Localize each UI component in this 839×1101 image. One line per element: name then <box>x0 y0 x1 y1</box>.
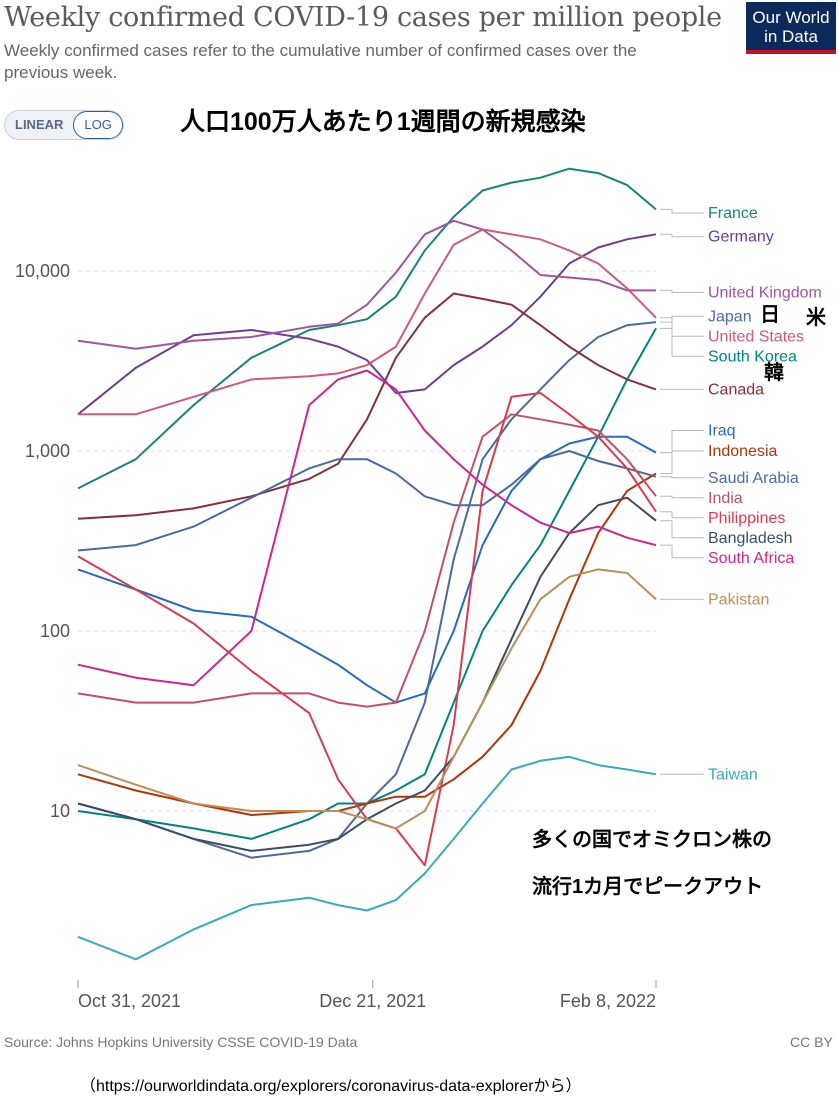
series-label[interactable]: South Korea <box>708 348 797 365</box>
us-annotation: 米 <box>806 307 826 329</box>
x-axis: Oct 31, 2021 Dec 21, 2021 Feb 8, 2022 <box>77 980 657 1011</box>
x-tick-label: Feb 8, 2022 <box>560 991 656 1011</box>
series-label[interactable]: India <box>708 490 743 507</box>
label-connector <box>660 327 704 357</box>
series-line-iraq[interactable] <box>77 435 657 704</box>
y-tick-label: 10 <box>50 801 70 821</box>
series-label[interactable]: United States <box>708 328 804 345</box>
label-connector <box>660 208 704 214</box>
series-line-indonesia[interactable] <box>77 472 657 816</box>
label-connector <box>660 520 704 539</box>
series-line-germany[interactable] <box>77 233 657 416</box>
label-connector <box>660 289 704 293</box>
series-label[interactable]: Germany <box>708 229 774 246</box>
label-connector <box>660 315 704 323</box>
series-label[interactable]: South Africa <box>708 550 794 567</box>
series-label[interactable]: France <box>708 205 758 222</box>
series-line-saudi-arabia[interactable] <box>77 450 657 552</box>
series-line-south-africa[interactable] <box>77 369 657 687</box>
series-line-india[interactable] <box>77 413 657 708</box>
owid-logo[interactable]: Our World in Data <box>746 2 836 54</box>
series-line-taiwan[interactable] <box>77 755 657 961</box>
omicron-note-line-1: 多くの国でオミクロン株の <box>532 829 772 851</box>
series-line-pakistan[interactable] <box>77 568 657 830</box>
y-tick-label: 1,000 <box>25 441 70 461</box>
label-connector <box>660 476 704 479</box>
x-tick-label: Dec 21, 2021 <box>319 991 426 1011</box>
label-connector <box>660 495 704 499</box>
series-label[interactable]: Philippines <box>708 510 785 527</box>
series-lines <box>77 167 657 961</box>
y-tick-label: 100 <box>40 621 70 641</box>
y-tick-label: 10,000 <box>15 261 70 281</box>
grid-lines <box>78 270 656 812</box>
series-label[interactable]: Indonesia <box>708 443 777 460</box>
series-line-south-korea[interactable] <box>77 327 657 840</box>
japan-annotation: 日 <box>760 304 780 326</box>
series-labels: France Germany United Kingdom Japan United S… <box>660 205 822 783</box>
series-label[interactable]: Saudi Arabia <box>708 470 799 487</box>
series-line-france[interactable] <box>77 167 657 490</box>
source-note[interactable]: Source: Johns Hopkins University CSSE CO… <box>4 1034 358 1050</box>
label-connector <box>660 511 704 519</box>
series-label[interactable]: United Kingdom <box>708 284 822 301</box>
series-label[interactable]: Pakistan <box>708 591 769 608</box>
chart-subtitle: Weekly confirmed cases refer to the cumu… <box>4 41 637 82</box>
series-line-united-states[interactable] <box>78 228 657 416</box>
series-label[interactable]: Canada <box>708 381 764 398</box>
url-note: （https://ourworldindata.org/explorers/co… <box>80 1078 582 1095</box>
log-toggle-button[interactable]: LOG <box>73 111 123 139</box>
label-connector <box>660 233 704 238</box>
label-connector <box>660 450 704 474</box>
chart-title: Weekly confirmed COVID-19 cases per mill… <box>4 2 722 33</box>
korea-annotation: 韓 <box>764 362 784 384</box>
series-line-bangladesh[interactable] <box>77 496 657 852</box>
series-line-canada[interactable] <box>77 292 657 520</box>
label-connector <box>660 544 704 559</box>
omicron-note-line-2: 流行1カ月でピークアウト <box>532 876 764 898</box>
label-connector <box>660 430 704 454</box>
series-label[interactable]: Japan <box>708 308 752 325</box>
series-line-japan[interactable] <box>77 321 657 859</box>
series-label[interactable]: Iraq <box>708 422 736 439</box>
series-line-philippines[interactable] <box>77 392 657 867</box>
series-label[interactable]: Bangladesh <box>708 530 793 547</box>
series-line-united-kingdom[interactable] <box>77 219 656 350</box>
series-label[interactable]: Taiwan <box>708 766 758 783</box>
logo-line-2: in Data <box>764 27 818 46</box>
license-link[interactable]: CC BY <box>790 1034 833 1050</box>
scale-toggle[interactable]: LINEAR LOG <box>4 110 124 140</box>
y-axis-ticks: 10 100 1,000 10,000 <box>15 261 70 821</box>
x-tick-label: Oct 31, 2021 <box>78 991 181 1011</box>
logo-line-1: Our World <box>752 8 830 27</box>
japanese-title: 人口100万人あたり1週間の新規感染 <box>180 108 586 136</box>
linear-toggle-button[interactable]: LINEAR <box>15 117 64 132</box>
label-connector <box>660 317 704 337</box>
